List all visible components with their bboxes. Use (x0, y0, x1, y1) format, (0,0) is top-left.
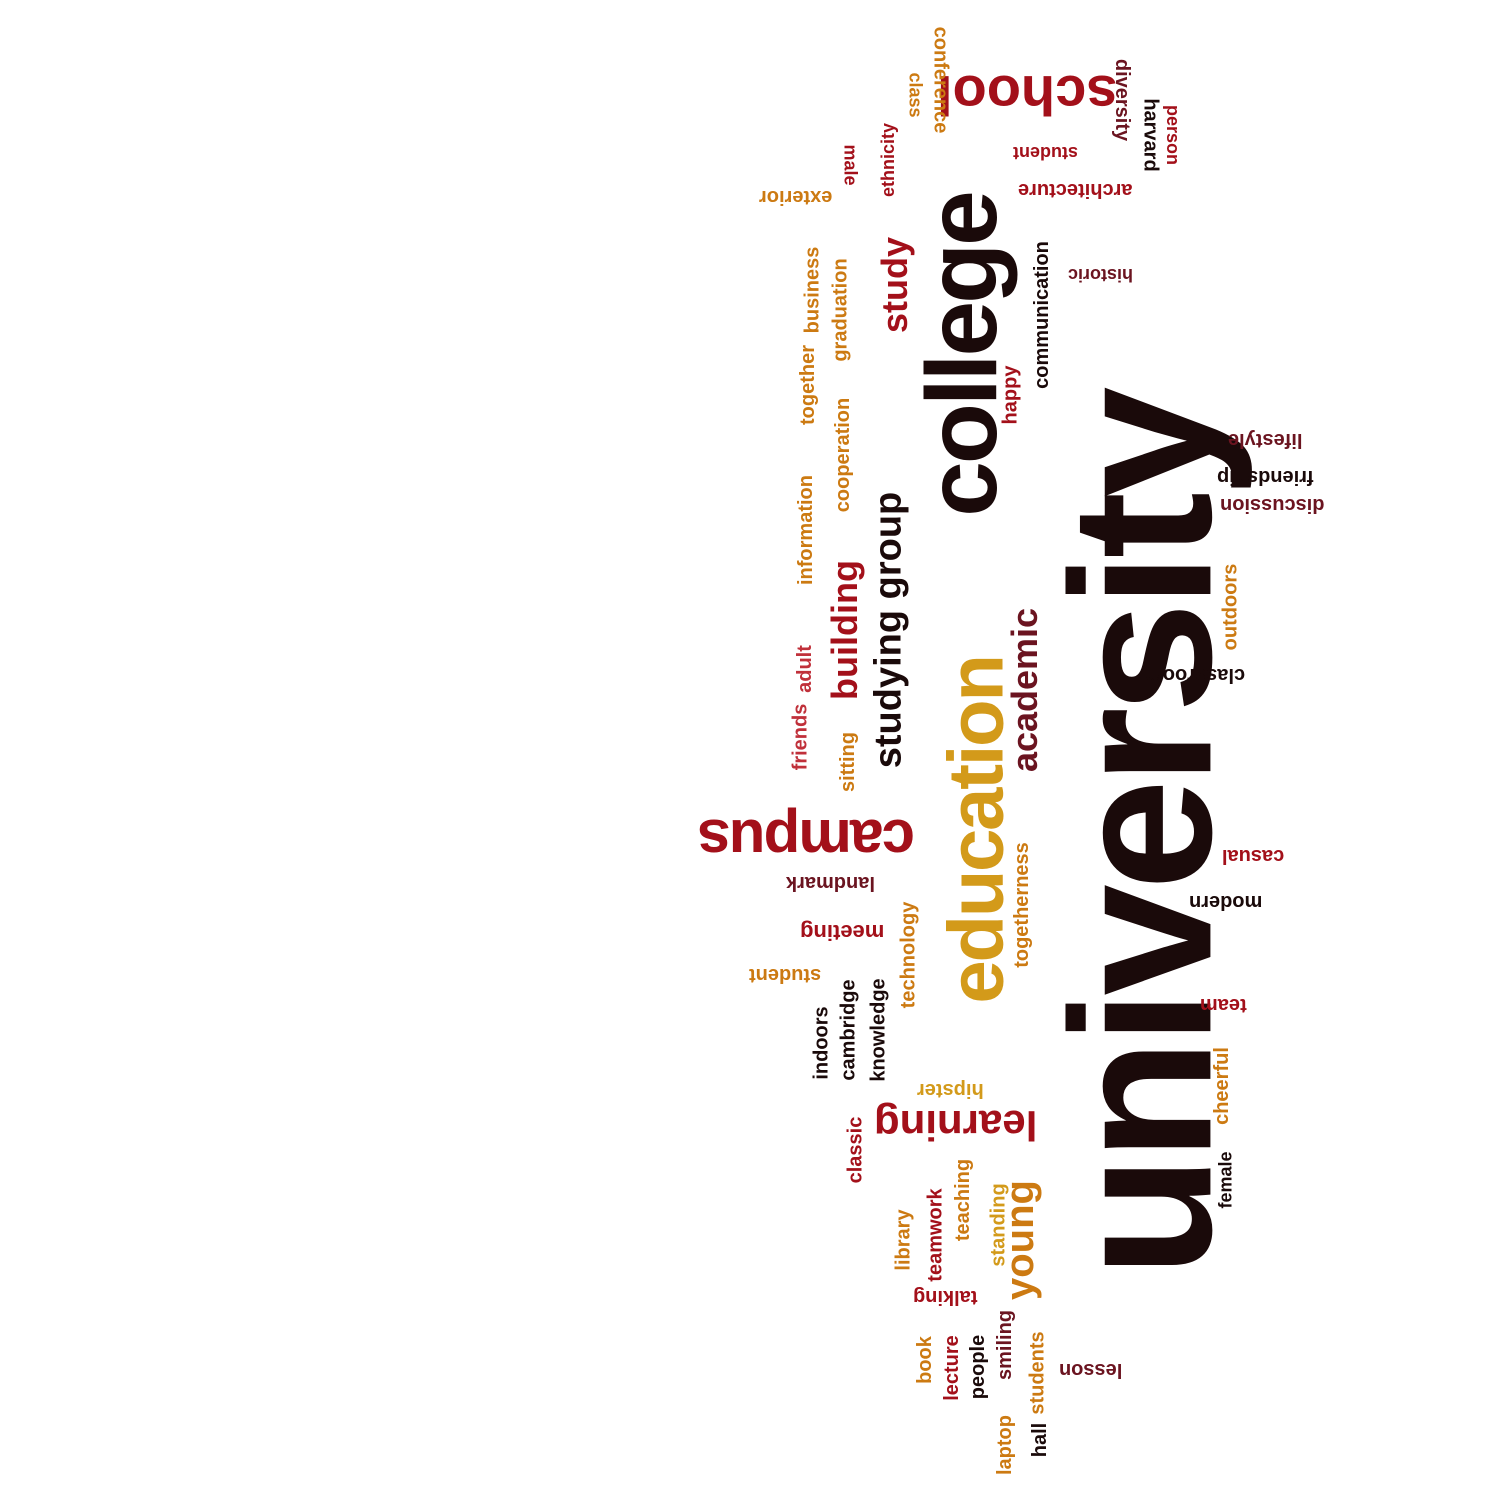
word-building: building (823, 560, 865, 700)
word-outdoors: outdoors (1218, 563, 1241, 651)
word-modern: modern (1188, 891, 1262, 913)
word-library: library (892, 1209, 915, 1271)
word-people: people (967, 1334, 990, 1400)
word-diversity: diversity (1111, 58, 1134, 142)
word-student: student (1012, 143, 1078, 163)
word-technology: technology (896, 901, 919, 1009)
word-graduation: graduation (829, 258, 852, 362)
word-education: education (931, 656, 1020, 1004)
word-male: male (840, 144, 861, 186)
word-book: book (913, 1336, 936, 1384)
word-hall: hall (1029, 1422, 1052, 1458)
word-meeting: meeting (800, 920, 885, 945)
word-college: college (905, 193, 1018, 517)
word-architecture: architecture (1017, 179, 1133, 201)
word-teaching: teaching (952, 1158, 975, 1242)
word-sitting: sitting (837, 732, 859, 792)
word-business: business (800, 246, 823, 334)
word-school: school (937, 64, 1118, 127)
word-hipster: hipster (916, 1079, 984, 1101)
word-laptop: laptop (994, 1415, 1016, 1475)
word-female: female (1215, 1151, 1236, 1209)
word-university: university (1029, 392, 1253, 1278)
word-cooperation: cooperation (832, 397, 855, 513)
word-adult: adult (793, 645, 816, 693)
word-person: person (1163, 104, 1184, 166)
word-smiling: smiling (994, 1309, 1017, 1381)
word-conference: conference (928, 26, 951, 134)
word-indoors: indoors (810, 1006, 833, 1080)
word-lifestyle: lifestyle (1228, 429, 1303, 451)
word-together: together (797, 345, 819, 425)
word-information: information (795, 475, 817, 585)
word-landmark: landmark (785, 872, 875, 894)
word-students: students (1026, 1331, 1049, 1415)
word-classic: classic (843, 1116, 866, 1184)
word-casual: casual (1222, 845, 1285, 867)
word-academic: academic (1004, 607, 1046, 773)
word-studying-group: studying group (866, 491, 909, 769)
word-learning: learning (873, 1102, 1037, 1149)
word-teamwork: teamwork (924, 1188, 947, 1282)
word-lecture: lecture (940, 1335, 963, 1401)
word-team: team (1199, 994, 1247, 1016)
word-happy: happy (998, 365, 1021, 425)
word-standing: standing (987, 1183, 1010, 1267)
word-historic: historic (1067, 265, 1133, 285)
word-classroom: classroom (1145, 664, 1246, 686)
word-class: class (905, 72, 926, 118)
word-cheerful: cheerful (1210, 1047, 1233, 1125)
word-togetherness: togetherness (1010, 842, 1033, 968)
word-harvard: harvard (1139, 98, 1162, 172)
word-campus: campus (699, 807, 915, 874)
word-cambridge: cambridge (837, 979, 860, 1081)
word-lesson: lesson (1058, 1359, 1122, 1381)
word-knowledge: knowledge (867, 978, 890, 1082)
word-friends: friends (788, 703, 811, 771)
word-talking: talking (913, 1286, 978, 1308)
word-student: student (749, 964, 822, 986)
word-study: study (874, 236, 916, 334)
word-exterior: exterior (758, 186, 832, 208)
word-discussion: discussion (1220, 494, 1325, 516)
word-communication: communication (1030, 241, 1053, 389)
word-ethnicity: ethnicity (878, 122, 899, 198)
word-friendship: friendship (1216, 466, 1314, 488)
